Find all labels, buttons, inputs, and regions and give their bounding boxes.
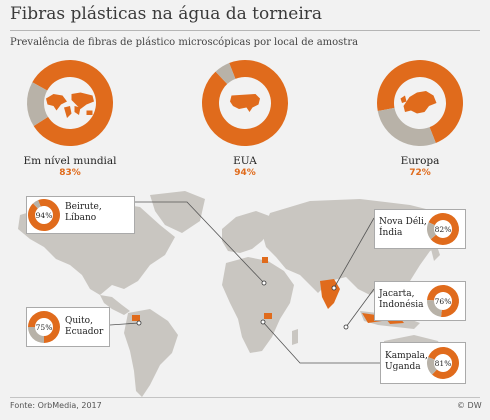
big-donut-0-value-arc — [32, 59, 114, 146]
dw-credit: © DW — [457, 401, 482, 410]
marker-jacarta — [343, 324, 349, 330]
chart-subtitle: Prevalência de fibras de plástico micros… — [10, 37, 359, 48]
donut-value-usa: 94% — [234, 168, 256, 178]
marker-beirute — [261, 280, 267, 286]
callout-label-jacarta: Jacarta, Indonésia — [379, 289, 424, 310]
callout-label-nova-deli: Nova Déli, Índia — [379, 217, 427, 238]
central-america-shape — [100, 295, 130, 315]
marker-quito — [136, 320, 142, 326]
ecuador-highlight — [132, 315, 140, 321]
africa-shape — [222, 257, 294, 353]
europe-shape — [222, 211, 272, 253]
marker-kampala — [260, 319, 266, 325]
callout-label-beirute: Beirute, Líbano — [65, 202, 102, 223]
big-donut-2-remainder-arc — [377, 107, 436, 146]
world-map-icon — [46, 92, 94, 118]
donut-label-world: Em nível mundial — [23, 155, 117, 167]
south-america-shape — [124, 309, 178, 397]
connector-quito — [109, 322, 140, 326]
big-donut-1-remainder-arc — [215, 63, 236, 85]
big-donut-1 — [202, 59, 288, 146]
footer-divider — [10, 397, 480, 398]
source-note: Fonte: OrbMedia, 2017 — [10, 401, 102, 410]
uganda-highlight — [264, 313, 272, 319]
europe-map-icon — [400, 91, 437, 114]
callout-label-kampala: Kampala, Uganda — [385, 351, 428, 372]
title-bar: Fibras plásticas na água da torneira — [10, 4, 480, 31]
big-donut-1-value-arc — [202, 59, 288, 146]
connector-beirute — [135, 201, 265, 284]
big-donut-2 — [377, 60, 463, 146]
indonesia-highlight — [362, 313, 404, 324]
greenland-shape — [150, 191, 205, 233]
big-donuts — [27, 59, 463, 146]
donut-label-europe: Europa — [400, 155, 440, 167]
big-donut-0 — [27, 59, 114, 146]
madagascar-shape — [292, 329, 298, 345]
lebanon-highlight — [262, 257, 268, 263]
big-donut-2-value-arc — [377, 60, 463, 143]
marker-nova-deli — [331, 285, 337, 291]
donut-label-usa: EUA — [233, 155, 257, 167]
big-donut-0-remainder-arc — [27, 82, 49, 127]
usa-map-icon — [230, 94, 260, 112]
connector-jacarta — [345, 288, 375, 328]
connector-nova-deli — [333, 217, 375, 289]
connector-kampala — [262, 321, 380, 364]
callout-label-quito: Quito, Ecuador — [65, 316, 104, 337]
chart-title: Fibras plásticas na água da torneira — [10, 4, 323, 24]
donut-value-world: 83% — [59, 168, 81, 178]
donut-value-europe: 72% — [409, 168, 431, 178]
